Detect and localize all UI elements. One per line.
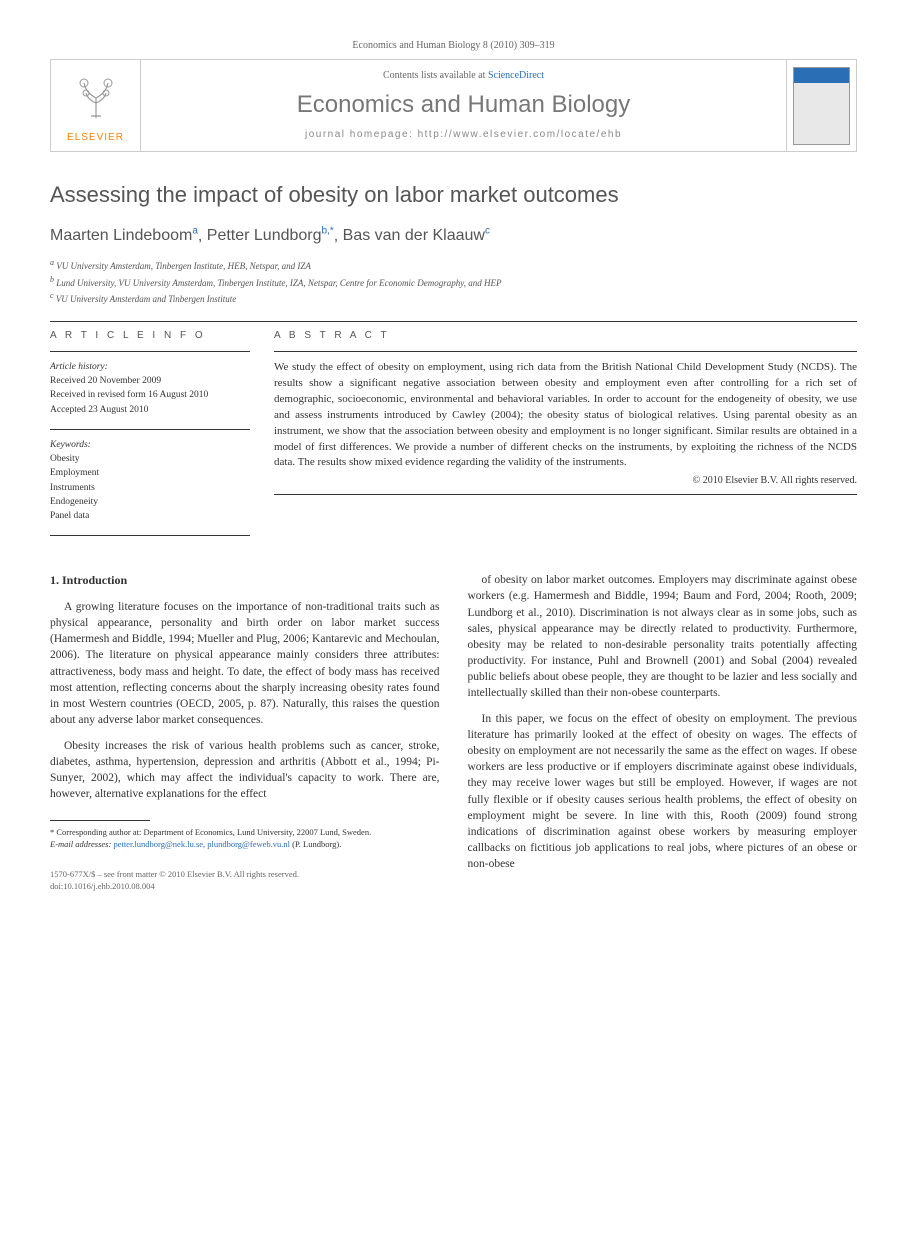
elsevier-tree-icon <box>66 68 126 128</box>
info-divider-3 <box>50 535 250 536</box>
aff-sup-b: b <box>50 275 54 284</box>
affiliation-c: c VU University Amsterdam and Tinbergen … <box>50 290 857 307</box>
article-info-column: A R T I C L E I N F O Article history: R… <box>50 330 250 545</box>
keyword-3: Instruments <box>50 481 250 495</box>
journal-info: Contents lists available at ScienceDirec… <box>141 60 786 151</box>
keywords-label: Keywords: <box>50 438 250 452</box>
journal-name: Economics and Human Biology <box>151 91 776 119</box>
affiliation-b: b Lund University, VU University Amsterd… <box>50 274 857 291</box>
author-2: Petter Lundborgb,* <box>207 227 334 244</box>
email-label: E-mail addresses: <box>50 839 113 849</box>
abstract-divider-bottom <box>274 494 857 495</box>
history-received: Received 20 November 2009 <box>50 374 250 388</box>
right-column: of obesity on labor market outcomes. Emp… <box>468 572 858 892</box>
intro-heading: 1. Introduction <box>50 572 440 589</box>
author-3: Bas van der Klaauwc <box>343 227 490 244</box>
footnotes: * Corresponding author at: Department of… <box>50 827 440 851</box>
aff-sup-c: c <box>50 291 54 300</box>
aff-text-c: VU University Amsterdam and Tinbergen In… <box>56 294 236 304</box>
footer-copyright: 1570-677X/$ – see front matter © 2010 El… <box>50 869 440 881</box>
page-footer: 1570-677X/$ – see front matter © 2010 El… <box>50 869 440 893</box>
corresponding-author: * Corresponding author at: Department of… <box>50 827 440 839</box>
abstract-divider-top <box>274 351 857 352</box>
journal-cover-thumbnail <box>793 67 850 145</box>
author-2-sup: b,* <box>322 226 334 237</box>
article-title: Assessing the impact of obesity on labor… <box>50 182 857 208</box>
intro-para-1: A growing literature focuses on the impo… <box>50 599 440 728</box>
left-column: 1. Introduction A growing literature foc… <box>50 572 440 892</box>
keyword-2: Employment <box>50 466 250 480</box>
keywords-block: Keywords: Obesity Employment Instruments… <box>50 438 250 524</box>
abstract-heading: A B S T R A C T <box>274 330 857 341</box>
sciencedirect-link[interactable]: ScienceDirect <box>488 70 544 81</box>
journal-header-box: ELSEVIER Contents lists available at Sci… <box>50 59 857 152</box>
divider <box>50 321 857 322</box>
affiliations: a VU University Amsterdam, Tinbergen Ins… <box>50 257 857 307</box>
homepage-prefix: journal homepage: <box>305 129 418 140</box>
footnote-divider <box>50 820 150 821</box>
info-divider-1 <box>50 351 250 352</box>
author-3-sup: c <box>485 226 490 237</box>
abstract-text: We study the effect of obesity on employ… <box>274 360 857 472</box>
article-info-heading: A R T I C L E I N F O <box>50 330 250 341</box>
article-history: Article history: Received 20 November 20… <box>50 360 250 417</box>
affiliation-a: a VU University Amsterdam, Tinbergen Ins… <box>50 257 857 274</box>
aff-text-a: VU University Amsterdam, Tinbergen Insti… <box>56 261 311 271</box>
info-abstract-row: A R T I C L E I N F O Article history: R… <box>50 330 857 545</box>
history-revised: Received in revised form 16 August 2010 <box>50 388 250 402</box>
keyword-4: Endogeneity <box>50 495 250 509</box>
author-3-name: Bas van der Klaauw <box>343 227 485 244</box>
contents-line: Contents lists available at ScienceDirec… <box>151 70 776 81</box>
footer-doi: doi:10.1016/j.ehb.2010.08.004 <box>50 881 440 893</box>
author-1-sup: a <box>192 226 198 237</box>
email-line: E-mail addresses: petter.lundborg@nek.lu… <box>50 839 440 851</box>
keyword-1: Obesity <box>50 452 250 466</box>
publisher-logo-cell: ELSEVIER <box>51 60 141 151</box>
intro-para-3: of obesity on labor market outcomes. Emp… <box>468 572 858 701</box>
body-columns: 1. Introduction A growing literature foc… <box>50 572 857 892</box>
intro-para-4: In this paper, we focus on the effect of… <box>468 711 858 872</box>
contents-prefix: Contents lists available at <box>383 70 488 81</box>
email-link[interactable]: petter.lundborg@nek.lu.se, plundborg@few… <box>113 839 290 849</box>
author-2-name: Petter Lundborg <box>207 227 322 244</box>
info-divider-2 <box>50 429 250 430</box>
homepage-url: http://www.elsevier.com/locate/ehb <box>418 129 622 140</box>
aff-text-b: Lund University, VU University Amsterdam… <box>56 278 501 288</box>
authors-line: Maarten Lindebooma, Petter Lundborgb,*, … <box>50 226 857 245</box>
keyword-5: Panel data <box>50 509 250 523</box>
abstract-copyright: © 2010 Elsevier B.V. All rights reserved… <box>274 475 857 486</box>
journal-cover-cell <box>786 60 856 151</box>
journal-citation: Economics and Human Biology 8 (2010) 309… <box>50 40 857 51</box>
publisher-name: ELSEVIER <box>67 132 124 143</box>
intro-para-2: Obesity increases the risk of various he… <box>50 738 440 802</box>
history-label: Article history: <box>50 360 250 374</box>
aff-sup-a: a <box>50 258 54 267</box>
author-1-name: Maarten Lindeboom <box>50 227 192 244</box>
author-1: Maarten Lindebooma <box>50 227 198 244</box>
abstract-column: A B S T R A C T We study the effect of o… <box>274 330 857 545</box>
homepage-line: journal homepage: http://www.elsevier.co… <box>151 129 776 140</box>
email-author: (P. Lundborg). <box>292 839 341 849</box>
history-accepted: Accepted 23 August 2010 <box>50 403 250 417</box>
